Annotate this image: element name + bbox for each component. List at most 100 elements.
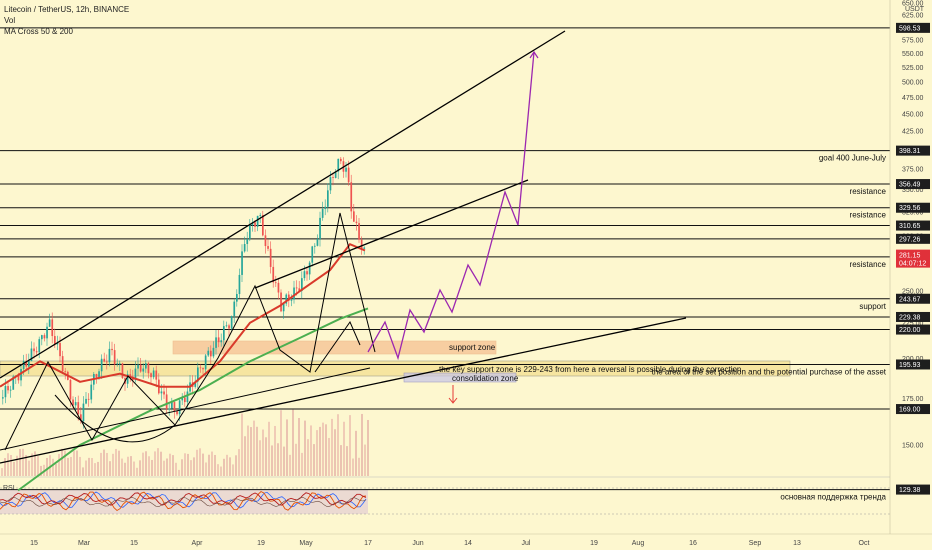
volume-bar (67, 457, 69, 476)
volume-bar (115, 448, 117, 476)
volume-bar (166, 458, 168, 476)
candle-body (301, 278, 303, 292)
ma-indicator-label[interactable]: MA Cross 50 & 200 (4, 27, 73, 36)
volume-bar (265, 437, 267, 476)
candle-body (168, 408, 171, 410)
volume-bar (295, 443, 297, 476)
candle-body (238, 274, 241, 295)
drawings (0, 30, 687, 464)
candle-body (41, 335, 43, 340)
candle-body (64, 371, 67, 373)
price-tick-label: 375.00 (902, 166, 924, 173)
level-annotation: resistance (850, 187, 887, 196)
level-price-badge (896, 233, 930, 244)
candle-body (103, 358, 106, 362)
volume-bar (280, 410, 282, 476)
volume-bar (148, 456, 150, 476)
level-price-badge-text: 229.38 (899, 314, 921, 321)
axis-background (890, 0, 932, 550)
volume-bar (169, 453, 171, 476)
level-price-badge (896, 404, 930, 415)
volume-bar (304, 420, 306, 476)
candle-body (28, 361, 30, 367)
candle-body (82, 403, 85, 422)
volume-bar (331, 418, 333, 476)
time-tick-label: 15 (30, 540, 38, 547)
volume-bar (349, 415, 351, 476)
volume-bar (334, 429, 336, 476)
price-tick-label: 525.00 (902, 65, 924, 72)
level-price-badge (896, 202, 930, 213)
volume-bar (4, 458, 6, 476)
candle-body (155, 370, 158, 380)
volume-bar (367, 419, 369, 476)
volume-bar (49, 455, 51, 476)
candle-body (350, 182, 353, 212)
volume-bar (205, 462, 207, 476)
candle-body (142, 368, 145, 372)
candle-body (314, 245, 316, 247)
candle-body (119, 363, 121, 365)
candle-body (38, 339, 41, 353)
volume-bar (316, 430, 318, 476)
volume-bar (355, 430, 357, 476)
candle-body (95, 373, 98, 378)
level-price-badge-text: 297.26 (899, 236, 921, 243)
annotations: goal 400 June-July resistance resistance re… (439, 154, 887, 502)
candle-body (212, 347, 215, 357)
candle-body (111, 348, 113, 351)
volume-bar (46, 457, 48, 476)
candle-body (145, 363, 147, 369)
level-price-badge (896, 145, 930, 156)
level-price-badge (896, 22, 930, 33)
level-price-badge-text: 329.56 (899, 205, 921, 212)
candle-body (48, 319, 51, 327)
zone-label-consolidation: consolidation zone (452, 374, 519, 383)
candle-body (61, 356, 64, 372)
volume-bar (163, 460, 165, 476)
volume-bar (94, 463, 96, 476)
candle-body (134, 368, 137, 381)
volume-bar (118, 450, 120, 476)
symbol-title[interactable]: Litecoin / TetherUS, 12h, BINANCE (4, 5, 130, 14)
candle-body (137, 364, 139, 369)
candle-body (210, 350, 212, 357)
candle-body (54, 336, 56, 345)
volume-indicator-label[interactable]: Vol (4, 16, 16, 25)
volume-bar (139, 460, 141, 476)
level-price-badge (896, 359, 930, 370)
volume-bar (217, 464, 219, 476)
level-annotation: the area of the set position and the pot… (652, 367, 887, 376)
volume-bar (247, 425, 249, 476)
candle-body (17, 375, 20, 381)
volume-bar (13, 461, 15, 476)
volume-bar (31, 453, 33, 476)
price-tick-label: 625.00 (902, 12, 924, 19)
candle-body (308, 262, 311, 275)
volume-bar (103, 449, 105, 476)
volume-bar (343, 421, 345, 476)
level-price-badge-text: 310.65 (899, 223, 921, 230)
volume-bar (286, 419, 288, 476)
volume-bar (346, 446, 348, 476)
time-tick-label: Oct (859, 540, 870, 547)
price-tick-label: 500.00 (902, 80, 924, 87)
candle-body (69, 379, 72, 400)
level-price-badge (896, 293, 930, 304)
time-tick-label: Jul (522, 540, 531, 547)
candle-body (171, 402, 173, 409)
volume-bar (187, 453, 189, 476)
volume-bar (70, 456, 72, 476)
level-annotation: goal 400 June-July (819, 154, 886, 163)
level-price-badge (896, 484, 930, 495)
volume-bar (157, 448, 159, 476)
volume-bar (322, 422, 324, 476)
level-price-badge-text: 195.93 (899, 362, 921, 369)
volume-bar (184, 453, 186, 476)
level-annotation: resistance (850, 211, 887, 220)
volume-bar (226, 454, 228, 476)
last-price-text: 281.15 (899, 253, 921, 260)
candle-body (7, 386, 9, 391)
candle-body (121, 363, 124, 379)
